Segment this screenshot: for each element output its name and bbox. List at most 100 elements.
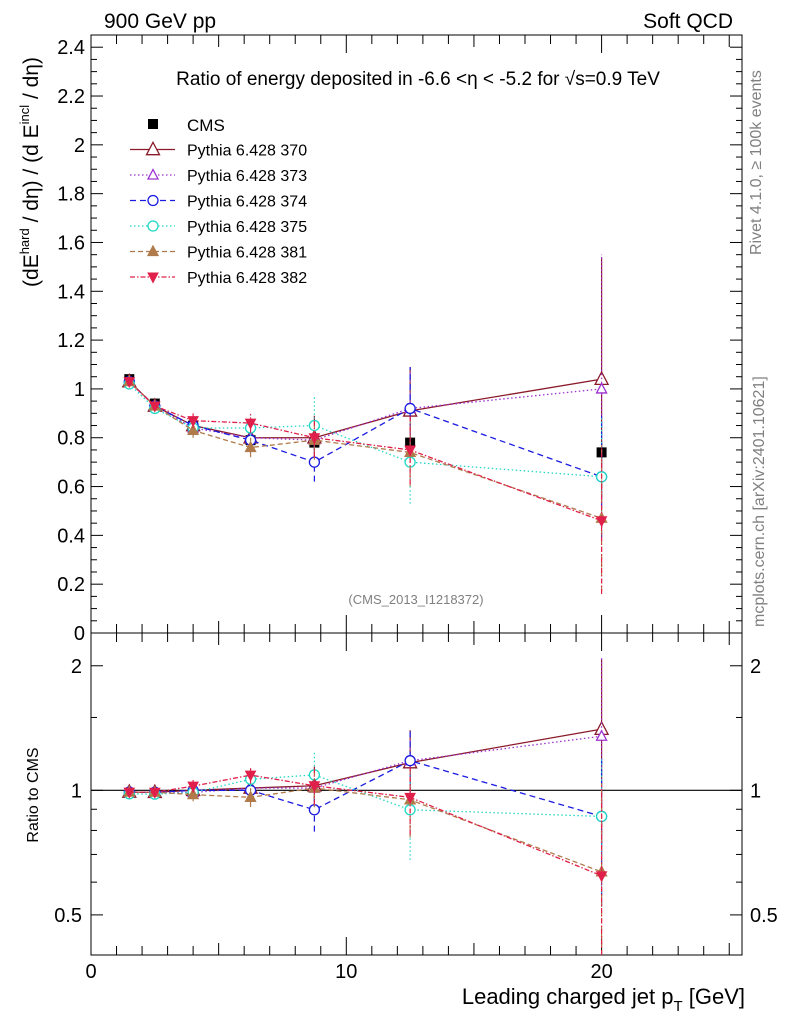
- ratio-series-pythia-6.428-382: [123, 766, 608, 955]
- y-tick-label: 2.4: [57, 37, 85, 59]
- series-line: [128, 378, 602, 439]
- series-pythia-6.428-373: [123, 254, 608, 524]
- ratio-plot-frame: [90, 632, 743, 956]
- data-marker: [404, 792, 416, 804]
- series-pythia-6.428-382: [123, 376, 608, 594]
- data-marker: [187, 416, 199, 428]
- legend-label: Pythia 6.428 370: [187, 143, 307, 160]
- data-marker: [187, 781, 199, 793]
- legend-label: CMS: [187, 116, 225, 135]
- x-label-part-c: [GeV]: [683, 984, 745, 1009]
- data-marker: [404, 402, 416, 415]
- ratio-series-pythia-6.428-373: [123, 657, 608, 880]
- legend-item: Pythia 6.428 373: [130, 168, 307, 185]
- x-axis-label: Leading charged jet pT [GeV]: [462, 984, 745, 1015]
- x-label-part-a: Leading charged jet p: [462, 984, 674, 1009]
- series-line: [128, 381, 602, 478]
- y-tick-label: 0.8: [57, 428, 85, 450]
- y-axis-tick-labels: 0 0.2 0.4 0.6 0.8 1 1.2 1.4 1.6 1.8 2 2.2 2.4: [57, 37, 85, 645]
- data-marker: [146, 168, 160, 180]
- x-tick-label: 20: [590, 961, 612, 983]
- x-axis-tick-labels: 0 10 20: [85, 961, 612, 983]
- chart-title: Ratio of energy deposited in -6.6 <η < -…: [176, 69, 660, 90]
- ratio-y-axis-label: Ratio to CMS: [25, 747, 42, 842]
- y-label-sup-d: incl: [17, 105, 32, 125]
- ratio-tick-label: 1: [71, 780, 82, 802]
- data-marker: [595, 871, 608, 883]
- data-marker: [148, 787, 161, 799]
- series-line: [128, 381, 602, 519]
- y-tick-label: 0: [74, 623, 85, 645]
- header-right-label: Soft QCD: [643, 10, 733, 33]
- legend-label: Pythia 6.428 382: [187, 270, 307, 287]
- ratio-right-tick-labels: 0.5 1 2: [750, 656, 778, 927]
- y-label-part-e: / dη): [20, 57, 43, 105]
- y-tick-label: 1.4: [57, 281, 85, 303]
- data-marker: [187, 423, 200, 436]
- data-marker: [595, 382, 608, 394]
- data-marker: [187, 787, 200, 800]
- y-tick-label: 1.8: [57, 184, 85, 206]
- y-tick-label: 2.2: [57, 86, 85, 108]
- header-left-label: 900 GeV pp: [104, 10, 216, 33]
- data-marker: [244, 790, 257, 802]
- data-marker: [147, 220, 159, 232]
- data-marker: [404, 445, 416, 457]
- y-tick-label: 0.2: [57, 574, 85, 596]
- y-label-sup-b: hard: [17, 228, 32, 254]
- legend-label: Pythia 6.428 374: [187, 194, 307, 211]
- analysis-watermark: (CMS_2013_I1218372): [348, 592, 483, 607]
- data-marker: [595, 516, 608, 528]
- legend-label: Pythia 6.428 375: [187, 219, 307, 236]
- legend-item: Pythia 6.428 381: [130, 245, 307, 262]
- ratio-left-tick-labels: 0.5 1 2: [54, 656, 82, 927]
- ratio-tick-label-right: 2: [750, 656, 761, 678]
- ratio-tick-label-right: 1: [750, 780, 761, 802]
- data-marker: [145, 140, 161, 156]
- ratio-tick-label: 0.5: [54, 905, 82, 927]
- series-pythia-6.428-381: [123, 374, 608, 592]
- y-label-part-c: / dη) / (d E: [20, 124, 43, 228]
- y-tick-label: 0.6: [57, 477, 85, 499]
- mcplots-reference-label: mcplots.cern.ch [arXiv:2401.10621]: [751, 376, 768, 627]
- y-tick-label: 1.6: [57, 232, 85, 254]
- ratio-series-line: [129, 728, 602, 793]
- data-marker: [244, 770, 257, 782]
- ratio-series-pythia-6.428-370: [121, 658, 610, 847]
- y-tick-label: 2: [74, 135, 85, 157]
- y-tick-label: 0.4: [57, 525, 85, 547]
- x-axis-ticks: [90, 35, 730, 955]
- data-marker: [147, 272, 159, 284]
- main-axis-ticks: [91, 34, 742, 634]
- y-tick-label: 1.2: [57, 330, 85, 352]
- data-marker: [123, 787, 136, 799]
- legend-label: Pythia 6.428 381: [187, 245, 307, 262]
- data-marker: [595, 729, 608, 741]
- legend-item: Pythia 6.428 375: [130, 219, 307, 236]
- ratio-tick-label-right: 0.5: [750, 905, 778, 927]
- ratio-axis-ticks: [91, 632, 742, 956]
- x-tick-label: 0: [85, 961, 96, 983]
- y-tick-label: 1: [74, 379, 85, 401]
- data-marker: [148, 401, 161, 413]
- y-axis-label: (dEhard / dη) / (d Eincl / dη): [17, 57, 43, 287]
- data-marker: [147, 194, 159, 207]
- data-marker: [123, 377, 136, 389]
- ratio-tick-label: 2: [71, 656, 82, 678]
- series-pythia-6.428-370: [121, 257, 610, 502]
- series-pythia-6.428-375: [123, 378, 608, 536]
- main-series-layer: [121, 254, 610, 594]
- legend-item: Pythia 6.428 382: [130, 270, 307, 287]
- legend-item: Pythia 6.428 374: [130, 194, 307, 211]
- data-marker: [308, 433, 321, 445]
- legend: CMS Pythia 6.428 370 Pythia 6.428 373 Pythi…: [130, 116, 307, 287]
- data-marker: [244, 440, 257, 453]
- data-marker: [244, 418, 257, 430]
- legend-item: Pythia 6.428 370: [130, 140, 307, 160]
- data-marker: [404, 755, 416, 767]
- legend-label: Pythia 6.428 373: [187, 168, 307, 185]
- ratio-series-line: [129, 787, 602, 873]
- ratio-series-layer: [121, 657, 610, 955]
- series-pythia-6.428-374: [123, 366, 608, 538]
